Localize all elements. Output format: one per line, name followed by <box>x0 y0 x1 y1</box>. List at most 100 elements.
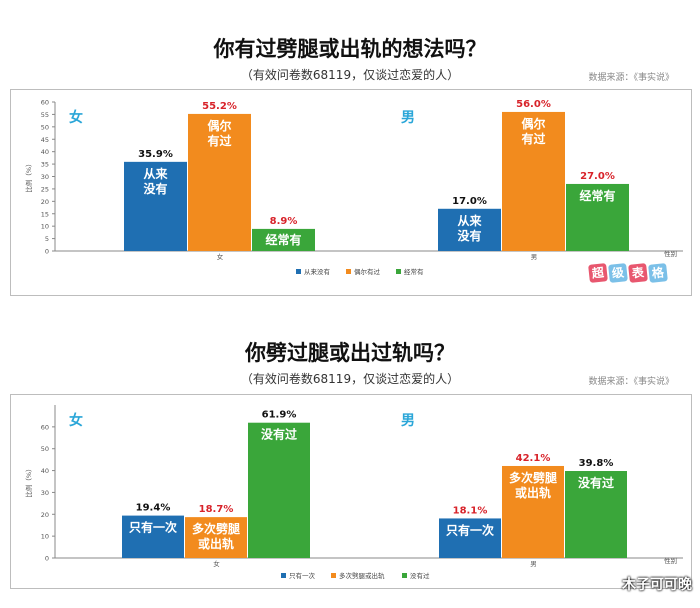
bar-inner-label: 没有过 <box>261 427 297 442</box>
x-axis-label: 性别 <box>664 249 677 258</box>
legend-swatch <box>296 269 301 274</box>
data-label: 56.0% <box>516 99 551 110</box>
legend-label: 只有一次 <box>289 571 316 580</box>
x-axis-label: 性别 <box>664 556 677 565</box>
legend-label: 没有过 <box>410 571 430 580</box>
chart1-svg: 0 5 10 15 20 25 30 35 40 45 50 55 60 比例（%） 性别 女 男 35.9% 从来… <box>24 99 683 276</box>
bar-inner-label: 多次劈腿 <box>509 470 558 485</box>
bar-inner-label: 没有 <box>143 181 167 196</box>
bar-inner-label: 没有过 <box>578 475 614 490</box>
bar-inner-label: 或出轨 <box>515 485 551 500</box>
chart1-title: 你有过劈腿或出轨的想法吗？ <box>213 37 487 61</box>
category-tick-label: 男 <box>531 253 538 261</box>
bar <box>122 515 184 558</box>
data-label: 17.0% <box>452 196 487 207</box>
data-label: 39.8% <box>579 458 614 469</box>
y-tick-label: 55 <box>41 111 49 119</box>
y-tick-label: 50 <box>41 123 49 131</box>
bar <box>439 518 501 558</box>
y-axis-label: 比例（%） <box>24 160 33 192</box>
bar <box>252 228 315 251</box>
watermark-char: 级 <box>608 263 628 283</box>
y-axis-label: 比例（%） <box>24 465 33 497</box>
legend-swatch <box>402 573 407 578</box>
y-tick-label: 60 <box>41 423 49 431</box>
y-tick-label: 0 <box>45 248 49 256</box>
legend-label: 从来没有 <box>304 267 331 276</box>
bar <box>188 113 251 251</box>
bar <box>502 465 564 558</box>
bar-inner-label: 没有 <box>457 228 481 243</box>
y-tick-label: 35 <box>41 161 49 169</box>
watermark-char: 格 <box>648 263 668 283</box>
y-tick-label: 40 <box>41 467 49 475</box>
data-label: 19.4% <box>136 503 171 514</box>
bar <box>566 183 629 251</box>
group-title: 女 <box>69 412 83 429</box>
legend-label: 多次劈腿或出轨 <box>339 571 385 580</box>
legend-swatch <box>346 269 351 274</box>
bar-inner-label: 只有一次 <box>129 520 177 535</box>
y-tick-label: 40 <box>41 148 49 156</box>
legend-label: 偶尔有过 <box>354 267 381 276</box>
chart1-panel: 0 5 10 15 20 25 30 35 40 45 50 55 60 比例（%） 性别 女 男 35.9% 从来… <box>10 89 692 296</box>
data-label: 55.2% <box>202 101 237 112</box>
footer-watermark: 木子可可晚 <box>622 577 692 593</box>
y-tick-label: 0 <box>45 555 49 563</box>
bar-inner-label: 从来 <box>143 166 168 181</box>
legend-swatch <box>331 573 336 578</box>
category-tick-label: 女 <box>217 252 224 261</box>
data-label: 42.1% <box>516 453 551 464</box>
chart1-subtitle: （有效问卷数68119，仅谈过恋爱的人） <box>240 68 460 82</box>
bar-inner-label: 只有一次 <box>446 522 494 537</box>
bar <box>124 161 187 251</box>
bar <box>248 422 310 558</box>
bar <box>502 111 565 251</box>
bar-inner-label: 从来 <box>457 213 482 228</box>
bar <box>185 517 247 558</box>
chart2-title: 你劈过腿或出过轨吗？ <box>245 341 455 365</box>
chart2-source: 数据来源：《事实说》 <box>588 377 674 387</box>
data-label: 27.0% <box>580 171 615 182</box>
bar-inner-label: 经常有 <box>579 188 615 203</box>
data-label: 8.9% <box>270 216 298 227</box>
data-label: 18.7% <box>199 504 234 515</box>
bar-inner-label: 多次劈腿 <box>192 521 241 536</box>
bar-inner-label: 有过 <box>207 133 231 148</box>
y-tick-label: 20 <box>41 198 49 206</box>
category-tick-label: 男 <box>530 560 537 568</box>
y-tick-label: 25 <box>41 185 49 193</box>
chart2-panel: 0 10 20 30 40 50 60 比例（%） 性别女男 19.4% 只有一次 18.1% 只有一次… <box>10 394 692 589</box>
y-tick-label: 20 <box>41 511 49 519</box>
watermark-char: 表 <box>628 263 648 283</box>
y-tick-label: 10 <box>41 223 49 231</box>
y-tick-label: 15 <box>41 210 49 218</box>
group-title: 男 <box>401 110 415 126</box>
data-label: 35.9% <box>138 149 173 160</box>
y-tick-label: 30 <box>41 173 49 181</box>
bar-inner-label: 有过 <box>521 131 545 146</box>
group-title: 男 <box>401 413 415 429</box>
data-label: 18.1% <box>453 505 488 516</box>
watermark-logo: 超 级 表 格 <box>588 263 668 283</box>
y-tick-label: 10 <box>41 533 49 541</box>
legend-swatch <box>281 573 286 578</box>
y-tick-label: 60 <box>41 99 49 107</box>
watermark-char: 超 <box>588 263 608 283</box>
y-tick-label: 50 <box>41 445 49 453</box>
chart2-subtitle: （有效问卷数68119，仅谈过恋爱的人） <box>240 372 460 386</box>
chart1-source: 数据来源：《事实说》 <box>588 73 674 83</box>
bar-inner-label: 偶尔 <box>207 118 231 133</box>
bar-inner-label: 经常有 <box>265 232 301 247</box>
bar <box>438 208 501 251</box>
category-tick-label: 女 <box>213 559 220 568</box>
bar <box>565 471 627 558</box>
bar-inner-label: 偶尔 <box>521 116 545 131</box>
legend-swatch <box>396 269 401 274</box>
data-label: 61.9% <box>262 410 297 421</box>
y-tick-label: 30 <box>41 489 49 497</box>
legend-label: 经常有 <box>404 267 424 276</box>
y-tick-label: 45 <box>41 136 49 144</box>
y-tick-label: 5 <box>45 235 49 243</box>
